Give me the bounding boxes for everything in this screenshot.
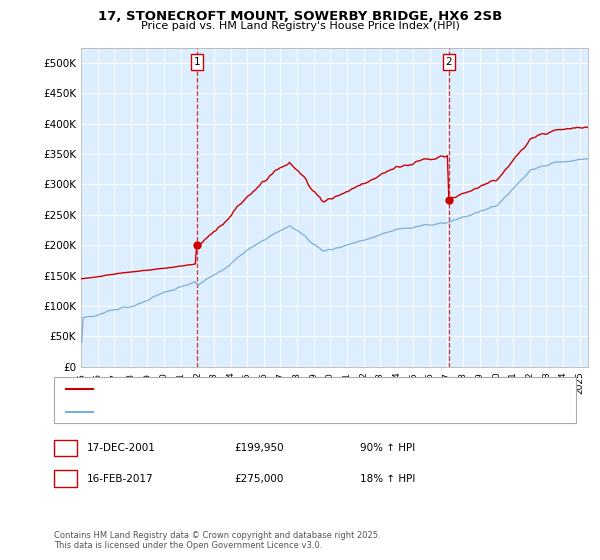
Text: 2: 2 — [445, 57, 452, 67]
Text: 17, STONECROFT MOUNT, SOWERBY BRIDGE, HX6 2SB (detached house): 17, STONECROFT MOUNT, SOWERBY BRIDGE, HX… — [99, 384, 457, 394]
Text: Contains HM Land Registry data © Crown copyright and database right 2025.
This d: Contains HM Land Registry data © Crown c… — [54, 530, 380, 550]
Text: 17, STONECROFT MOUNT, SOWERBY BRIDGE, HX6 2SB: 17, STONECROFT MOUNT, SOWERBY BRIDGE, HX… — [98, 10, 502, 23]
Text: 16-FEB-2017: 16-FEB-2017 — [87, 474, 154, 484]
Text: 1: 1 — [193, 57, 200, 67]
Text: 2: 2 — [62, 474, 69, 484]
Text: £275,000: £275,000 — [234, 474, 283, 484]
Text: 18% ↑ HPI: 18% ↑ HPI — [360, 474, 415, 484]
Text: 1: 1 — [62, 443, 69, 453]
Text: 90% ↑ HPI: 90% ↑ HPI — [360, 443, 415, 453]
Text: HPI: Average price, detached house, Calderdale: HPI: Average price, detached house, Cald… — [99, 407, 332, 417]
Text: Price paid vs. HM Land Registry's House Price Index (HPI): Price paid vs. HM Land Registry's House … — [140, 21, 460, 31]
Text: 17-DEC-2001: 17-DEC-2001 — [87, 443, 156, 453]
Text: £199,950: £199,950 — [234, 443, 284, 453]
